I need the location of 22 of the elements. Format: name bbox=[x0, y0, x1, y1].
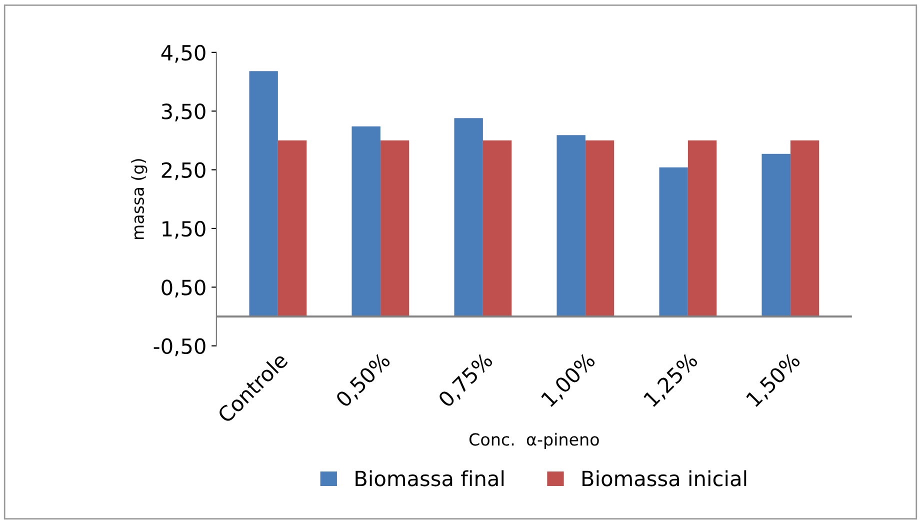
bar bbox=[790, 140, 820, 316]
y-tick-label: 0,50 bbox=[162, 280, 206, 298]
y-tick-label: 3,50 bbox=[162, 104, 206, 122]
bar bbox=[659, 167, 688, 316]
bar bbox=[482, 140, 512, 316]
bar bbox=[762, 154, 790, 316]
legend-label: Biomassa inicial bbox=[582, 470, 746, 486]
bar bbox=[454, 118, 483, 316]
bar bbox=[380, 140, 410, 316]
bar bbox=[585, 140, 614, 316]
x-axis-title: Conc. α-pineno bbox=[469, 432, 599, 449]
y-tick-label: 2,50 bbox=[162, 162, 206, 180]
y-tick-label: 1,50 bbox=[162, 220, 206, 239]
bar bbox=[556, 135, 586, 316]
bar bbox=[278, 140, 307, 316]
bar bbox=[352, 126, 380, 316]
bar bbox=[249, 71, 278, 316]
legend-label: Biomassa final bbox=[356, 470, 504, 486]
y-axis-title: massa (g) bbox=[131, 159, 148, 240]
bar bbox=[688, 140, 717, 316]
y-tick-label: 4,50 bbox=[161, 44, 206, 63]
y-tick-label: -0,50 bbox=[154, 338, 206, 356]
